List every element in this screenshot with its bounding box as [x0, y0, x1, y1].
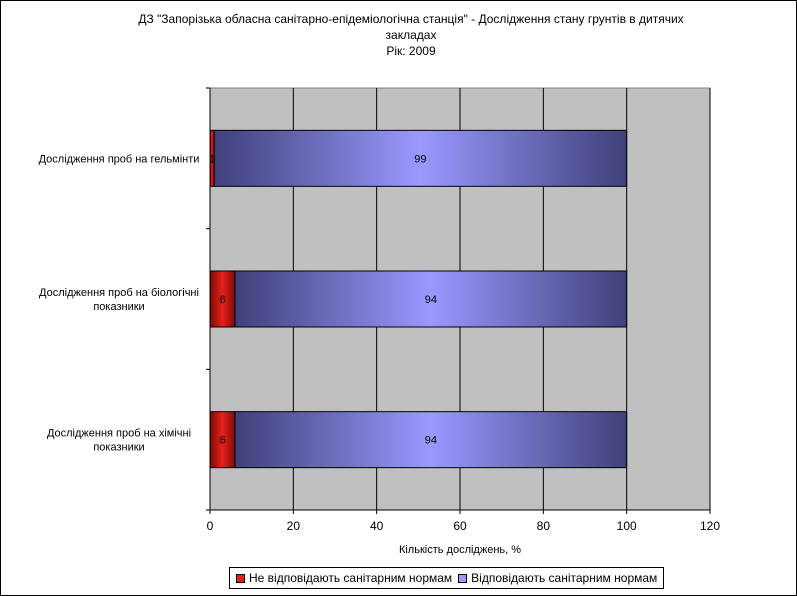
data-label-pass-2: 94: [425, 294, 437, 306]
x-tick-label-100: 100: [617, 519, 637, 533]
bar-pass-3: [234, 411, 628, 469]
bar-pass-2: [234, 270, 628, 328]
category-label-3: Дослідження проб на хімічні показники: [47, 428, 191, 454]
x-tick-label-20: 20: [287, 519, 301, 533]
category-label-2: Дослідження проб на біологічні показники: [39, 287, 199, 313]
chart-title-line-1: ДЗ "Запорізька обласна санітарно-епідемі…: [138, 12, 684, 26]
data-label-fail-1: 1: [209, 153, 215, 165]
x-tick-label-120: 120: [700, 519, 720, 533]
data-label-fail-3: 6: [219, 435, 225, 447]
legend-swatch-fail: [236, 573, 245, 583]
category-label-1: Дослідження проб на гельмінти: [39, 153, 200, 165]
x-tick-label-60: 60: [453, 519, 467, 533]
bars: [209, 129, 628, 469]
x-tick-label-40: 40: [370, 519, 384, 533]
category-labels: Дослідження проб на гельмінти Дослідження…: [39, 153, 200, 453]
x-axis-label: Кількість досліджень, %: [399, 544, 521, 556]
data-label-pass-3: 94: [425, 435, 437, 447]
legend-label-fail: Не відповідають санітарним нормам: [249, 571, 453, 585]
chart-title-line-3: Рік: 2009: [386, 44, 436, 58]
axes: 0 20 40 60 80 100 120: [206, 87, 720, 533]
legend: Не відповідають санітарним нормам Відпов…: [229, 567, 665, 589]
legend-item-pass: Відповідають санітарним нормам: [458, 571, 657, 585]
data-label-fail-2: 6: [219, 294, 225, 306]
data-labels: 1 99 6 94 6 94: [209, 153, 437, 446]
chart-title-line-2: закладах: [385, 28, 437, 42]
legend-swatch-pass: [458, 573, 468, 583]
bar-pass-1: [213, 129, 628, 187]
legend-item-fail: Не відповідають санітарним нормам: [236, 571, 452, 585]
x-tick-label-0: 0: [207, 519, 214, 533]
legend-label-pass: Відповідають санітарним нормам: [471, 571, 658, 585]
data-label-pass-1: 99: [414, 153, 426, 165]
x-tick-label-80: 80: [537, 519, 551, 533]
chart-title: ДЗ "Запорізька обласна санітарно-епідемі…: [61, 11, 761, 59]
